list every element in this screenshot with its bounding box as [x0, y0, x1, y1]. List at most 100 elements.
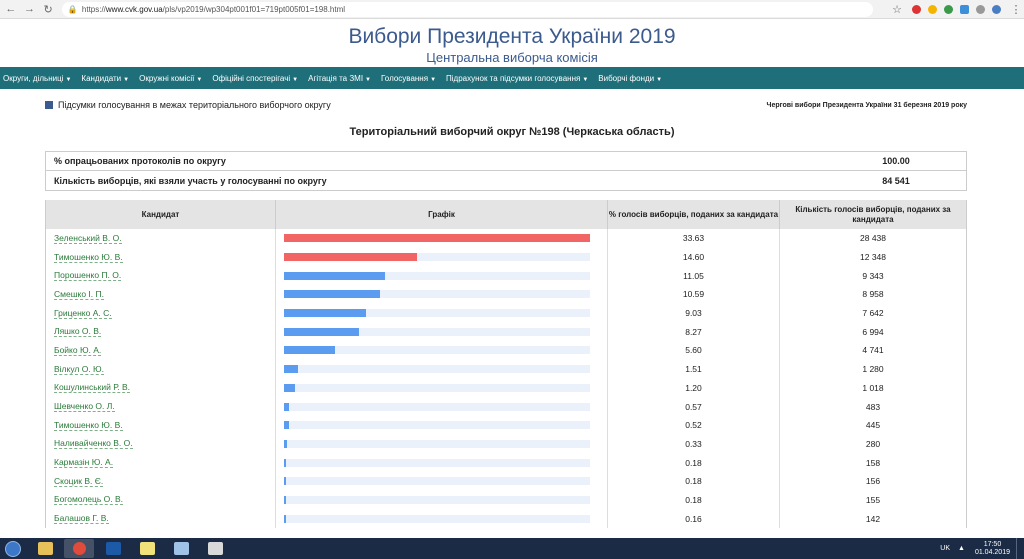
bar-track — [284, 271, 590, 280]
percent-cell: 11.05 — [608, 266, 780, 286]
menu-item-results[interactable]: Підрахунок та підсумки голосування ▼ — [446, 73, 589, 83]
clock-time: 17:50 — [983, 540, 1002, 548]
extension-shield-icon[interactable] — [960, 4, 970, 14]
bar-track — [284, 234, 590, 243]
windows-logo-icon — [5, 540, 21, 557]
count-cell: 8 958 — [862, 289, 884, 300]
candidate-cell: Наливайченко В. О. — [46, 434, 276, 454]
bar-fill — [284, 234, 590, 243]
taskbar-explorer[interactable] — [30, 539, 60, 558]
taskbar-photoshop[interactable] — [98, 539, 128, 558]
candidate-link[interactable]: Наливайченко В. О. — [54, 438, 133, 450]
table-row: Шевченко О. Л. 0.57 483 — [46, 397, 966, 416]
address-bar[interactable]: 🔒 https://www.cvk.gov.ua/pls/vp2019/wp30… — [61, 1, 874, 17]
percent-cell: 0.18 — [608, 453, 780, 472]
percent-cell: 5.60 — [608, 341, 780, 360]
percent-cell: 0.18 — [608, 490, 780, 510]
table-row: Богомолець О. В. 0.18 155 — [46, 490, 966, 510]
taskbar-app-blue[interactable] — [166, 539, 196, 558]
taskbar-notes[interactable] — [132, 539, 162, 558]
menu-item-observers[interactable]: Офіційні спостерігачі ▼ — [212, 73, 299, 83]
taskbar-chrome[interactable] — [64, 539, 94, 558]
bookmark-star-icon[interactable]: ☆ — [892, 3, 902, 16]
candidate-cell: Порошенко П. О. — [46, 266, 276, 286]
candidate-link[interactable]: Порошенко П. О. — [54, 270, 122, 282]
table-row: Ляшко О. В. 8.27 6 994 — [46, 322, 966, 342]
candidate-link[interactable]: Бойко Ю. А. — [54, 344, 102, 356]
candidate-link[interactable]: Скоцик В. Є. — [54, 475, 104, 487]
bar-track — [284, 495, 590, 504]
candidate-link[interactable]: Балашов Г. В. — [54, 513, 109, 525]
bar-track — [284, 458, 590, 467]
candidate-link[interactable]: Смешко І. П. — [54, 288, 104, 300]
candidate-link[interactable]: Кошулинський Р. В. — [54, 382, 131, 394]
candidate-link[interactable]: Гриценко А. С. — [54, 307, 112, 319]
candidate-cell: Бойко Ю. А. — [46, 341, 276, 360]
menu-item-candidates[interactable]: Кандидати ▼ — [81, 73, 130, 83]
url-path: /pls/vp2019/wp304pt001f01=719pt005f01=19… — [162, 4, 346, 14]
candidate-link[interactable]: Богомолець О. В. — [54, 494, 124, 506]
menu-item-voting[interactable]: Голосування ▼ — [381, 73, 437, 83]
candidate-link[interactable]: Вілкул О. Ю. — [54, 363, 104, 375]
chart-cell — [276, 509, 608, 528]
bar-track — [284, 327, 590, 336]
chart-cell — [276, 397, 608, 416]
extension-gray-icon[interactable] — [976, 4, 986, 14]
count-cell: 158 — [865, 457, 881, 468]
bar-fill — [284, 402, 290, 411]
start-button[interactable] — [0, 538, 26, 559]
chart-cell — [276, 359, 608, 379]
candidate-cell: Зеленський В. О. — [46, 229, 276, 248]
notes-icon — [139, 542, 155, 555]
candidate-link[interactable]: Тимошенко Ю. В. — [54, 419, 123, 431]
extension-green-icon[interactable] — [944, 4, 954, 14]
bar-fill — [284, 421, 289, 430]
menu-item-funds[interactable]: Виборчі фонди ▼ — [598, 73, 663, 83]
count-cell: 7 642 — [862, 308, 884, 319]
caret-down-icon: ▼ — [656, 76, 663, 83]
percent-cell: 33.63 — [608, 229, 780, 248]
caret-down-icon: ▼ — [123, 76, 130, 83]
bar-track — [284, 346, 590, 355]
protocols-value: 100.00 — [882, 156, 910, 166]
tray-expand-icon[interactable]: ▲ — [958, 545, 965, 552]
summary-table: % опрацьованих протоколів по округу 100.… — [45, 151, 967, 191]
photoshop-icon — [105, 542, 121, 555]
count-cell: 280 — [865, 438, 881, 449]
reload-icon[interactable]: ↻ — [43, 3, 53, 16]
back-icon[interactable]: ← — [5, 3, 17, 15]
candidate-link[interactable]: Зеленський В. О. — [54, 232, 122, 244]
count-cell: 1 280 — [862, 364, 884, 375]
percent-cell: 1.51 — [608, 359, 780, 379]
chart-cell — [276, 378, 608, 398]
clock[interactable]: 17:50 01.04.2019 — [975, 541, 1010, 557]
bar-track — [284, 253, 590, 262]
candidate-link[interactable]: Кармазін Ю. А. — [54, 457, 114, 469]
candidate-link[interactable]: Ляшко О. В. — [54, 326, 102, 338]
menu-item-districts[interactable]: Округи, дільниці ▼ — [3, 73, 72, 83]
count-cell: 483 — [865, 401, 881, 412]
table-row: Вілкул О. Ю. 1.51 1 280 — [46, 359, 966, 379]
show-desktop-button[interactable] — [1016, 538, 1024, 559]
menu-item-commissions[interactable]: Окружні комісії ▼ — [139, 73, 203, 83]
candidate-link[interactable]: Шевченко О. Л. — [54, 401, 115, 413]
chart-cell — [276, 266, 608, 286]
extension-chrome-icon[interactable] — [928, 4, 938, 14]
bar-track — [284, 514, 590, 523]
profile-avatar-icon[interactable] — [992, 4, 1002, 14]
extension-red-icon[interactable] — [912, 4, 922, 14]
candidate-cell: Вілкул О. Ю. — [46, 359, 276, 379]
caret-down-icon: ▼ — [430, 76, 437, 83]
count-cell: 1 018 — [862, 382, 884, 393]
forward-icon[interactable]: → — [23, 3, 35, 15]
menu-item-campaign-media[interactable]: Агітація та ЗМІ ▼ — [308, 73, 371, 83]
bar-fill — [284, 458, 286, 467]
paint-icon — [207, 542, 223, 555]
candidate-link[interactable]: Тимошенко Ю. В. — [54, 251, 123, 263]
taskbar-paint[interactable] — [200, 539, 230, 558]
language-indicator[interactable]: UK — [940, 545, 951, 552]
bar-track — [284, 365, 590, 374]
chart-cell — [276, 303, 608, 323]
menu-dots-icon[interactable]: ⋮ — [1010, 3, 1022, 16]
table-row: Кошулинський Р. В. 1.20 1 018 — [46, 378, 966, 398]
